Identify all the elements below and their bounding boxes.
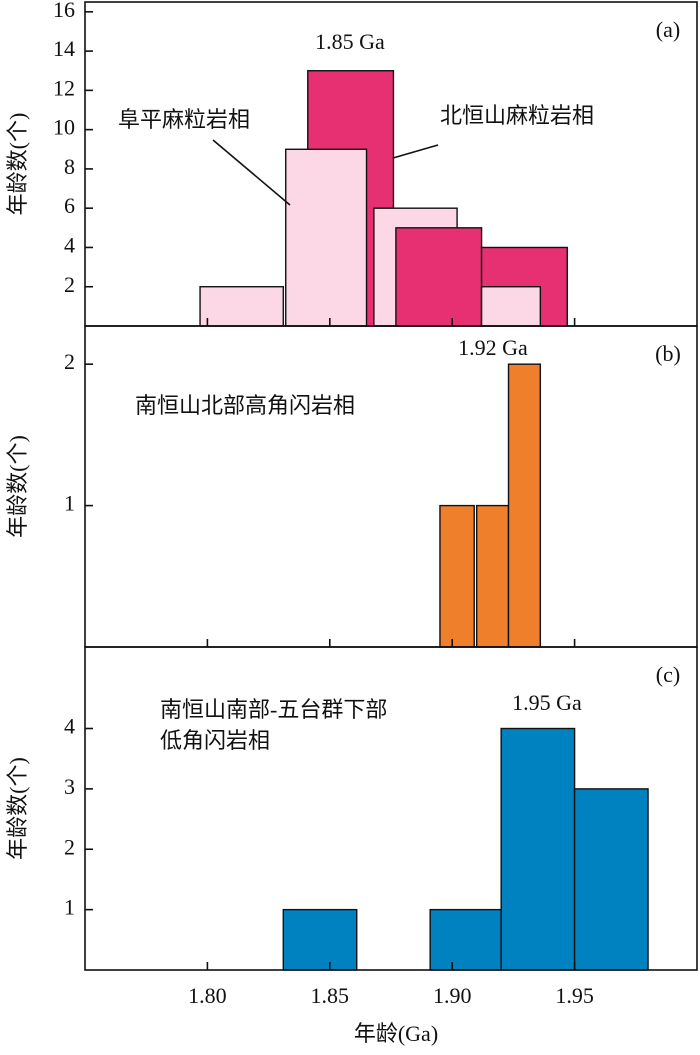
panel-label: (c) (656, 662, 680, 687)
plot-frame (84, 325, 698, 648)
bar (507, 363, 542, 648)
y-tick-label: 1 (64, 491, 75, 516)
panel-label: (a) (656, 17, 680, 42)
y-tick-label: 2 (64, 349, 75, 374)
bar (429, 908, 502, 971)
bar (282, 908, 358, 971)
series-label: 北恒山麻粒岩相 (440, 103, 594, 128)
y-axis-label: 年龄数(个) (5, 757, 30, 860)
bar (199, 286, 284, 327)
x-axis-label: 年龄(Ga) (354, 1021, 438, 1046)
y-tick-label: 3 (64, 774, 75, 799)
annotation: 1.95 Ga (512, 690, 582, 715)
leader-line (212, 139, 291, 206)
y-tick-label: 2 (64, 272, 75, 297)
bar (500, 727, 576, 971)
y-tick-label: 8 (64, 154, 75, 179)
y-tick-label: 14 (53, 36, 75, 61)
y-tick-label: 6 (64, 193, 75, 218)
annotation: 1.85 Ga (315, 29, 385, 54)
annotation: 1.92 Ga (458, 335, 528, 360)
y-tick-label: 16 (53, 0, 75, 22)
bar (573, 788, 649, 971)
x-tick-label: 1.95 (555, 983, 594, 1008)
annotation: 南恒山南部-五台群下部 (160, 697, 387, 722)
series-label: 阜平麻粒岩相 (118, 107, 250, 132)
annotation: 南恒山北部高角闪岩相 (135, 393, 355, 418)
x-tick-label: 1.80 (188, 983, 227, 1008)
bar (475, 504, 510, 648)
panel-label: (b) (655, 341, 681, 366)
bar (285, 148, 368, 327)
y-tick-label: 1 (64, 895, 75, 920)
bar (395, 227, 483, 327)
y-tick-label: 2 (64, 834, 75, 859)
plot-frame (84, 646, 698, 971)
y-tick-label: 4 (64, 714, 75, 739)
y-tick-label: 10 (53, 115, 75, 140)
bar (480, 286, 542, 327)
y-axis-label: 年龄数(个) (5, 435, 30, 538)
bar (439, 504, 475, 648)
x-tick-label: 1.90 (433, 983, 472, 1008)
x-tick-label: 1.85 (311, 983, 350, 1008)
annotation: 低角闪岩相 (160, 728, 270, 753)
y-tick-label: 4 (64, 233, 75, 258)
y-axis-label: 年龄数(个) (5, 113, 30, 216)
leader-line (392, 144, 439, 159)
y-tick-label: 12 (53, 75, 75, 100)
